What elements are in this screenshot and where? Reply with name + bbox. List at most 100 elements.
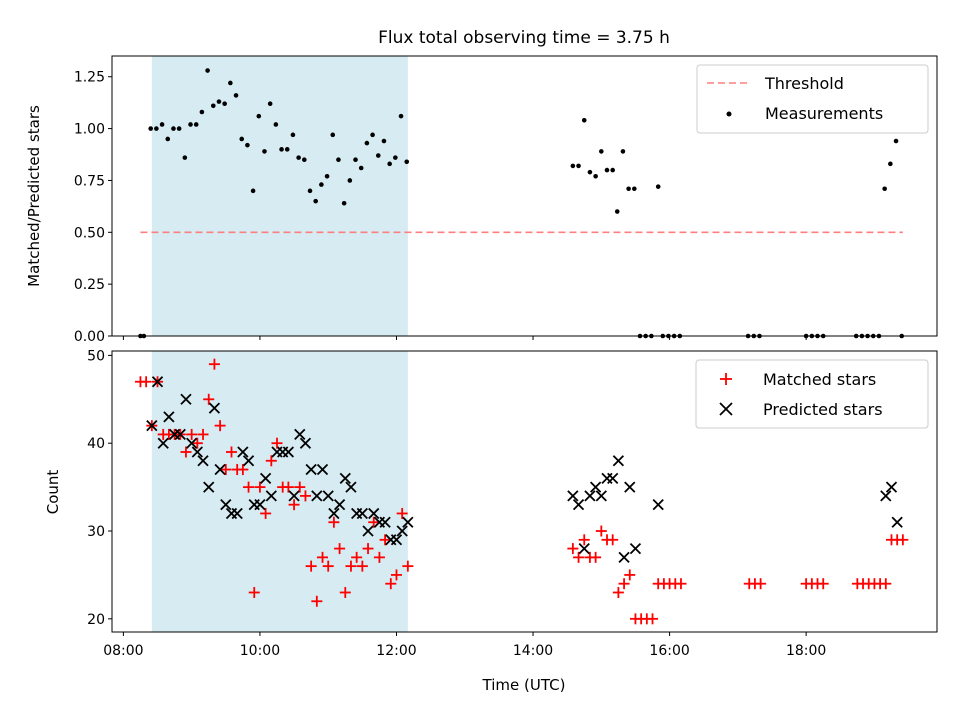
measurement-point <box>404 159 410 165</box>
predicted-star-point <box>311 490 323 502</box>
predicted-star-point <box>333 499 346 511</box>
top-y-axis-label: Matched/Predicted stars <box>25 105 43 287</box>
matched-star-point <box>755 578 767 590</box>
predicted-star-point <box>595 490 607 502</box>
top-panel: 0.00 0.25 0.50 0.75 1.00 1.25 Matched/Predict… <box>25 55 938 345</box>
measurement-point <box>347 178 353 183</box>
matched-star-point <box>311 595 323 607</box>
bottom-y-ticks: 20 30 40 50 <box>87 348 112 628</box>
measurement-point <box>381 138 387 144</box>
matched-star-point <box>675 578 687 590</box>
measurement-point <box>336 157 341 163</box>
matched-star-point <box>328 516 340 528</box>
matched-star-point <box>186 428 198 440</box>
measurement-point <box>341 200 347 206</box>
matched-star-point <box>573 551 585 563</box>
predicted-star-point <box>624 481 636 493</box>
matched-star-point <box>817 578 829 590</box>
measurement-point <box>210 103 216 109</box>
top-shaded-span <box>151 56 408 336</box>
matched-star-point <box>402 560 414 572</box>
matched-star-point <box>208 358 220 370</box>
measurement-point <box>324 173 330 179</box>
matched-star-point <box>595 525 607 537</box>
x-tick-label: 10:00 <box>240 643 280 659</box>
measurement-point <box>228 80 233 86</box>
top-legend-box <box>696 64 929 134</box>
measurement-point <box>620 149 626 154</box>
measurement-point <box>570 163 576 169</box>
predicted-star-point <box>186 437 198 449</box>
legend-threshold-label: Threshold <box>764 74 844 93</box>
measurement-point <box>604 167 610 173</box>
top-y-tick-label: 1.00 <box>74 122 105 138</box>
predicted-star-point <box>288 490 300 502</box>
measurement-point <box>216 99 222 104</box>
bottom-y-tick-label: 30 <box>87 524 105 540</box>
predicted-star-point <box>572 499 585 511</box>
bottom-axes-frame <box>111 350 938 633</box>
matched-star-point <box>225 446 237 458</box>
matched-star-point <box>385 578 397 590</box>
matched-star-point <box>271 437 283 449</box>
legend-measurements-label: Measurements <box>765 104 883 123</box>
measurement-point <box>267 101 273 107</box>
measurement-point <box>330 132 336 138</box>
measurement-point <box>165 136 171 142</box>
predicted-star-point <box>612 455 625 467</box>
matched-star-point <box>248 586 260 598</box>
predicted-star-point <box>390 534 403 546</box>
measurement-point <box>233 93 239 98</box>
matched-star-point <box>197 428 209 440</box>
predicted-star-point <box>880 490 892 502</box>
measurement-point <box>593 173 598 179</box>
measurement-point <box>364 140 370 146</box>
measurement-point <box>199 109 205 115</box>
matched-star-point <box>294 481 306 493</box>
matched-star-point <box>351 551 363 563</box>
matched-star-point <box>180 446 192 458</box>
matched-star-point <box>345 560 357 572</box>
predicted-star-point <box>402 516 414 528</box>
measurement-point <box>222 101 227 107</box>
predicted-star-point <box>379 516 391 528</box>
measurement-point <box>393 155 398 160</box>
measurement-point <box>273 122 279 127</box>
predicted-star-point <box>322 490 334 502</box>
measurement-point <box>375 153 381 158</box>
measurement-point <box>610 167 615 173</box>
measurement-point <box>188 122 193 127</box>
measurement-point <box>398 113 404 119</box>
measurement-point <box>284 147 290 152</box>
matched-star-point <box>368 516 380 528</box>
matched-star-point <box>305 560 317 572</box>
predicted-star-point <box>891 516 903 528</box>
matched-star-point <box>390 569 402 581</box>
measurement-point <box>358 165 364 171</box>
predicted-star-point <box>151 376 164 388</box>
measurement-point <box>893 138 899 144</box>
legend-predicted-label: Predicted stars <box>763 400 883 419</box>
x-tick-label: 16:00 <box>649 643 689 659</box>
matched-star-point <box>243 481 255 493</box>
measurement-point <box>313 198 318 204</box>
predicted-star-point <box>197 455 209 467</box>
predicted-star-point <box>294 428 306 441</box>
predicted-star-point <box>584 490 596 502</box>
measurement-point <box>307 188 313 194</box>
top-y-tick-label: 0.00 <box>74 329 105 345</box>
measurement-point <box>182 155 188 160</box>
legend-predicted-swatch <box>719 402 733 416</box>
matched-star-point <box>379 534 391 546</box>
legend-matched-label: Matched stars <box>763 370 876 389</box>
bottom-legend: Matched stars Predicted stars <box>695 359 929 429</box>
predicted-star-point <box>885 481 898 493</box>
measurement-point <box>262 149 267 154</box>
predicted-star-point <box>618 551 630 563</box>
predicted-star-point <box>242 455 255 467</box>
top-legend: Threshold Measurements <box>696 64 929 134</box>
x-tick-label: 18:00 <box>786 643 826 659</box>
measurement-point <box>193 122 199 127</box>
bottom-x-ticks: 08:00 10:00 12:00 14:00 16:00 18:00 <box>103 632 826 659</box>
